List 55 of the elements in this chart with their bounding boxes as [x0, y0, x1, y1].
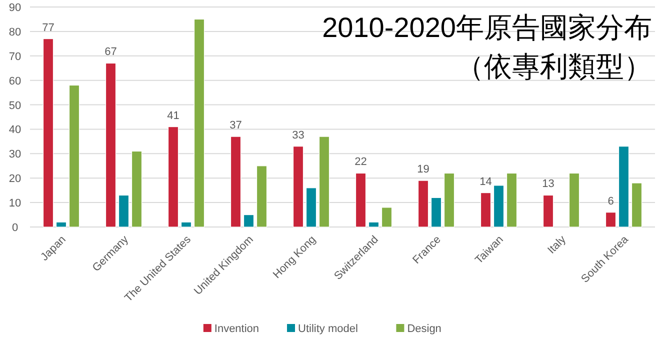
- bar: [56, 222, 67, 228]
- bar: [618, 146, 630, 228]
- data-label: 6: [608, 195, 614, 208]
- bar: [230, 136, 242, 228]
- y-tick-label: 30: [8, 148, 22, 161]
- data-label: 41: [167, 110, 180, 122]
- x-tick-label: Italy: [546, 233, 569, 256]
- bar: [444, 172, 455, 228]
- y-tick-label: 10: [8, 198, 22, 210]
- bar: [631, 182, 642, 228]
- text: （依專利類型）: [456, 51, 652, 82]
- data-label: 14: [480, 176, 492, 188]
- data-label: 67: [104, 46, 117, 58]
- legend-label: Utility model: [298, 323, 358, 335]
- y-tick-label: 60: [8, 75, 22, 88]
- bar: [542, 194, 554, 228]
- bar: [292, 146, 304, 228]
- data-label: 77: [42, 22, 54, 34]
- bar: [180, 222, 192, 228]
- data-label: 37: [230, 120, 242, 132]
- data-label: 19: [417, 164, 430, 176]
- data-label: 33: [292, 129, 304, 142]
- y-tick-label: 80: [8, 26, 22, 38]
- bar: [493, 185, 504, 228]
- bar: [68, 84, 80, 228]
- legend-label: Design: [407, 323, 442, 335]
- chart-title: 2010-2020年原告國家分布: [322, 12, 652, 43]
- legend-label: Invention: [214, 323, 260, 335]
- y-tick-label: 40: [8, 124, 22, 136]
- bar: [430, 197, 442, 228]
- bar: [168, 126, 179, 228]
- bar: [105, 62, 116, 228]
- data-label: 13: [542, 178, 554, 190]
- y-tick-label: 20: [8, 173, 22, 186]
- data-label: 22: [354, 156, 367, 168]
- bar: [131, 150, 142, 228]
- bar: [306, 188, 317, 228]
- bar: [118, 194, 130, 228]
- bar: [480, 192, 492, 228]
- y-tick-label: 90: [8, 2, 22, 14]
- bar: [368, 222, 380, 228]
- bar: [243, 214, 254, 228]
- y-tick-label: 0: [12, 222, 18, 234]
- y-tick-label: 50: [8, 100, 22, 112]
- bar: [381, 207, 392, 228]
- bar: [418, 180, 429, 228]
- bar: [318, 136, 330, 228]
- bar: [42, 38, 54, 228]
- bar: [355, 172, 366, 228]
- bar: [605, 212, 616, 228]
- y-tick-label: 70: [8, 50, 22, 63]
- bar: [506, 172, 518, 228]
- bar: [256, 166, 268, 228]
- bar: [194, 18, 205, 228]
- bar: [568, 172, 580, 228]
